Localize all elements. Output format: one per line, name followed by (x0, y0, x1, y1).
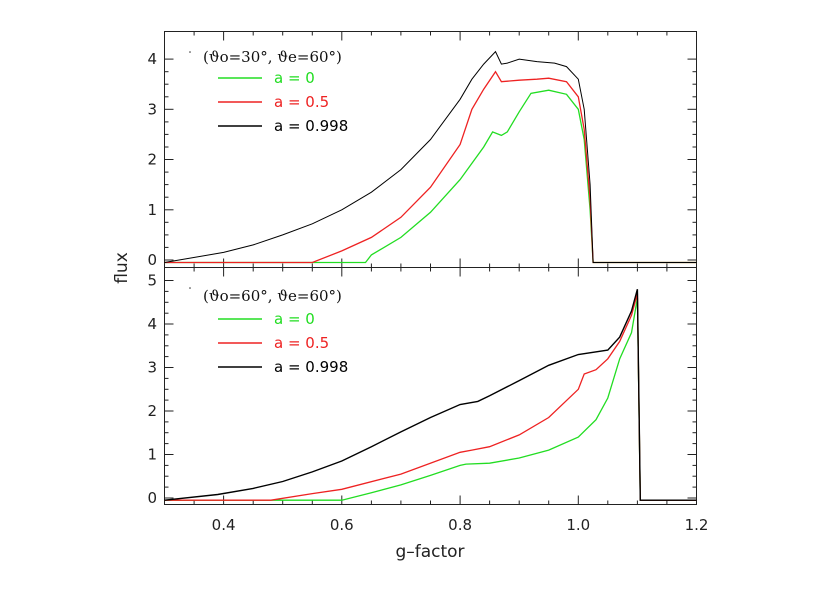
top-panel: 0 1 2 3 4 (ϑo=30°, ϑe=60°) a = 0 a = 0.5… (147, 31, 697, 269)
y-tick-label: 1 (147, 446, 157, 464)
bottom-panel: 0 1 2 3 4 5 (ϑo=60°, ϑe=60°) a = 0 a = 0… (147, 267, 697, 508)
y-tick-label: 1 (147, 201, 157, 219)
series-line-a-0.5 (164, 293, 697, 501)
y-tick-label: 4 (147, 50, 157, 68)
y-tick-label: 2 (147, 151, 157, 169)
x-tick-label: 0.4 (212, 516, 236, 534)
x-tick-labels: 0.4 0.6 0.8 1.0 1.2 (212, 516, 709, 534)
bottom-panel-legend: (ϑo=60°, ϑe=60°) a = 0 a = 0.5 a = 0.998 (189, 287, 348, 376)
bottom-panel-y-tick-labels: 0 1 2 3 4 5 (147, 272, 157, 508)
top-panel-legend: (ϑo=30°, ϑe=60°) a = 0 a = 0.5 a = 0.998 (189, 48, 348, 135)
y-axis-title: flux (112, 252, 132, 284)
legend-dot (189, 51, 191, 53)
legend-dot (189, 287, 191, 289)
legend-label-a-0.998: a = 0.998 (274, 117, 348, 135)
legend-title: (ϑo=30°, ϑe=60°) (203, 48, 342, 66)
x-tick-label: 0.8 (448, 516, 472, 534)
series-line-a-0 (164, 89, 697, 264)
y-tick-label: 2 (147, 402, 157, 420)
y-tick-label: 3 (147, 100, 157, 118)
top-panel-series (164, 50, 697, 264)
y-tick-label: 0 (147, 489, 157, 507)
top-panel-frame (164, 31, 697, 268)
series-line-a-0.5 (164, 70, 697, 264)
top-panel-ticks (164, 31, 697, 268)
series-line-a-0.998 (164, 289, 697, 501)
y-tick-label: 5 (147, 272, 157, 290)
legend-label-a-0.5: a = 0.5 (274, 334, 329, 352)
legend-label-a-0.998: a = 0.998 (274, 358, 348, 376)
series-line-a-0.998 (164, 50, 697, 263)
top-panel-y-tick-labels: 0 1 2 3 4 (147, 50, 157, 269)
legend-label-a-0: a = 0 (274, 310, 315, 328)
x-tick-label: 0.6 (330, 516, 354, 534)
x-tick-label: 1.0 (566, 516, 590, 534)
y-tick-label: 4 (147, 315, 157, 333)
y-tick-label: 0 (147, 251, 157, 269)
series-line-a-0 (164, 297, 697, 501)
legend-title: (ϑo=60°, ϑe=60°) (203, 287, 342, 305)
legend-label-a-0.5: a = 0.5 (274, 93, 329, 111)
bottom-panel-series (164, 289, 697, 501)
bottom-panel-ticks (164, 267, 697, 505)
y-tick-label: 3 (147, 359, 157, 377)
x-tick-label: 1.2 (685, 516, 709, 534)
x-axis-title: g–factor (395, 542, 464, 562)
legend-label-a-0: a = 0 (274, 69, 315, 87)
